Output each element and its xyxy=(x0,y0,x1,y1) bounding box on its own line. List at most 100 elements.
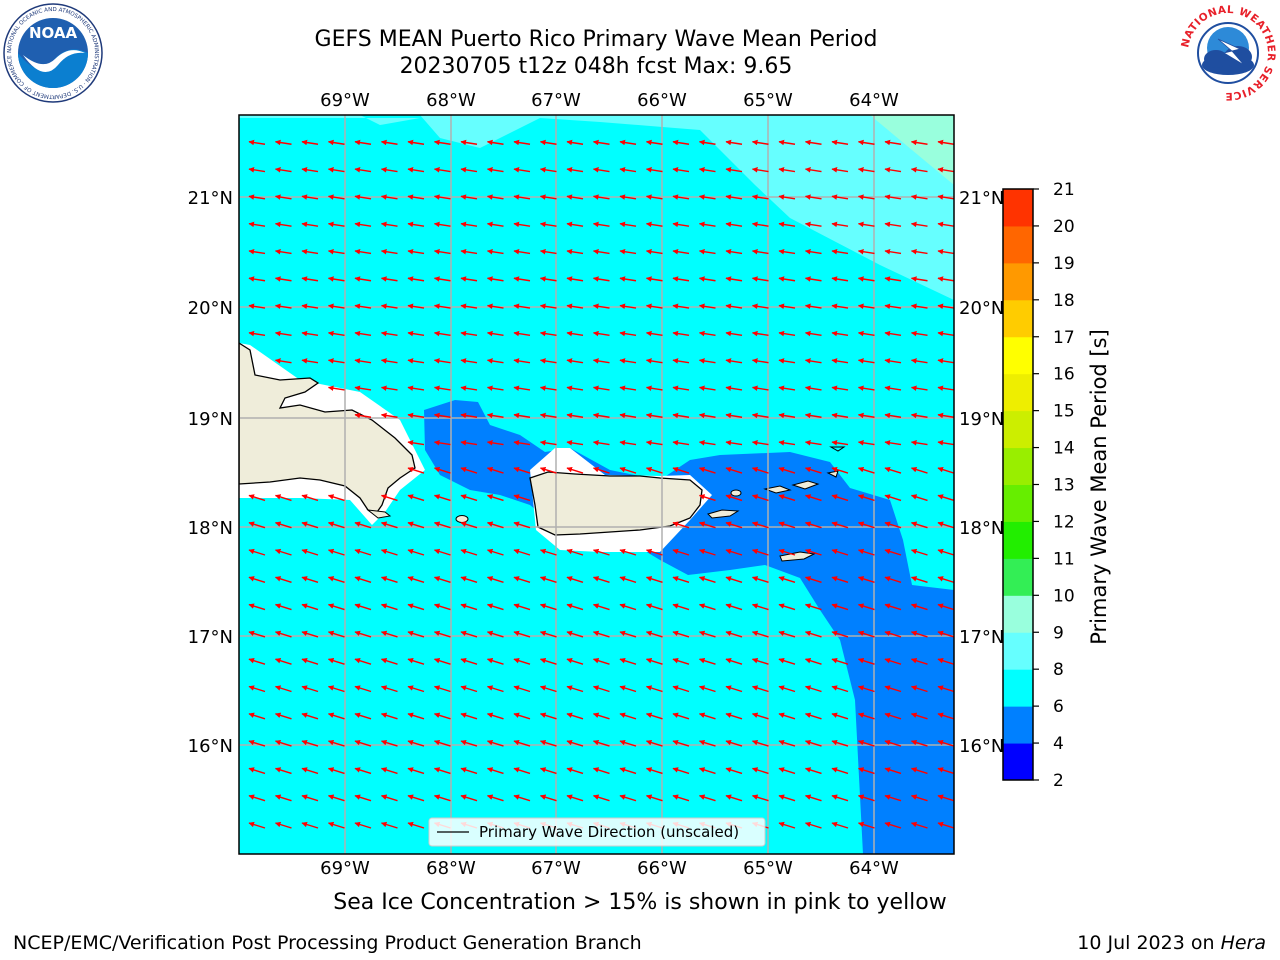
wave-arrow xyxy=(407,358,425,364)
wave-arrow xyxy=(566,712,584,720)
wave-arrow xyxy=(301,576,319,583)
wave-arrow xyxy=(274,358,292,364)
wave-arrow xyxy=(327,685,345,693)
wave-arrow xyxy=(539,712,557,720)
tortola-island xyxy=(791,480,820,490)
wave-arrow xyxy=(884,494,902,502)
mona-island xyxy=(455,515,469,523)
wave-arrow xyxy=(778,685,796,693)
wave-arrow xyxy=(831,767,849,775)
wave-arrow xyxy=(698,167,716,173)
wave-arrow xyxy=(354,603,372,611)
wave-arrow xyxy=(513,658,531,665)
wave-arrow xyxy=(486,658,504,665)
wave-arrow xyxy=(433,194,451,200)
wave-arrow xyxy=(645,712,663,720)
wave-arrow xyxy=(698,385,716,391)
wave-arrow xyxy=(778,385,796,391)
wave-arrow xyxy=(645,358,663,364)
wave-arrow xyxy=(301,767,319,775)
wave-arrow xyxy=(698,248,716,255)
wave-arrow xyxy=(513,576,531,583)
wave-arrow xyxy=(778,330,796,337)
wave-arrow xyxy=(301,794,319,802)
colorbar-segment xyxy=(1003,595,1033,633)
wave-arrow xyxy=(539,248,557,255)
wave-arrow xyxy=(672,330,690,337)
wave-arrow xyxy=(619,576,637,583)
wave-arrow xyxy=(751,466,769,474)
wave-arrow xyxy=(248,658,266,665)
colorbar-segment xyxy=(1003,262,1033,301)
wave-arrow xyxy=(274,767,292,775)
wave-arrow xyxy=(725,248,743,255)
wave-arrow xyxy=(937,194,954,200)
wave-arrow xyxy=(672,139,690,146)
wave-arrow xyxy=(301,248,319,255)
wave-arrow xyxy=(937,276,954,282)
wave-arrow xyxy=(619,303,637,310)
wave-arrow xyxy=(857,767,875,775)
colorbar-label: Primary Wave Mean Period [s] xyxy=(1087,329,1111,645)
wave-arrow xyxy=(301,221,319,228)
wave-arrow xyxy=(751,440,769,446)
wave-arrow xyxy=(513,440,531,446)
wave-arrow xyxy=(539,685,557,693)
wave-arrow xyxy=(778,739,796,747)
left-lat-labels: 21°N 20°N 19°N 18°N 17°N 16°N xyxy=(188,188,233,757)
wave-arrow xyxy=(248,248,266,255)
colorbar-segment xyxy=(1003,189,1033,227)
wave-arrow xyxy=(884,167,902,173)
wave-arrow xyxy=(327,630,345,638)
wave-arrow xyxy=(751,658,769,665)
wave-arrow xyxy=(857,739,875,747)
wave-arrow xyxy=(910,248,928,255)
wave-arrow xyxy=(751,576,769,583)
wave-arrow xyxy=(778,767,796,775)
wave-arrow xyxy=(407,794,425,802)
wave-arrow xyxy=(354,548,372,556)
wave-arrow xyxy=(301,494,319,502)
wave-arrow xyxy=(592,767,610,775)
wave-arrow xyxy=(248,576,266,583)
wave-arrow xyxy=(460,139,478,146)
wave-arrow xyxy=(592,739,610,747)
wave-arrow xyxy=(884,767,902,775)
wave-arrow xyxy=(486,576,504,583)
lat-label: 16°N xyxy=(959,736,1004,757)
wave-arrow xyxy=(857,330,875,337)
wave-arrow xyxy=(857,521,875,529)
wave-arrow xyxy=(698,521,716,529)
wave-arrow xyxy=(804,821,822,829)
wave-arrow xyxy=(831,358,849,364)
wave-arrow xyxy=(725,221,743,228)
wave-arrow xyxy=(645,221,663,228)
wave-arrow xyxy=(248,194,266,200)
wave-arrow xyxy=(248,494,266,502)
wave-arrow xyxy=(513,358,531,364)
wave-arrow xyxy=(592,712,610,720)
wave-arrow xyxy=(407,603,425,611)
wave-arrow xyxy=(460,685,478,693)
wave-arrow xyxy=(937,139,954,146)
wave-arrow xyxy=(248,739,266,747)
wave-arrow xyxy=(698,194,716,200)
wave-arrow xyxy=(354,358,372,364)
wave-arrow xyxy=(725,412,743,419)
wave-arrow xyxy=(778,630,796,638)
wave-arrow xyxy=(937,712,954,720)
colorbar-tick-label: 21 xyxy=(1053,180,1075,200)
wave-arrow xyxy=(592,221,610,228)
wave-arrow xyxy=(407,494,425,502)
wave-arrow xyxy=(327,521,345,529)
noaa-logo: NOAA NATIONAL OCEANIC AND ATMOSPHERIC AD… xyxy=(3,3,103,103)
wave-arrow xyxy=(380,139,398,146)
top-lon-labels: 69°W 68°W 67°W 66°W 65°W 64°W xyxy=(320,90,899,111)
lat-label: 18°N xyxy=(188,518,233,539)
wave-arrow xyxy=(937,385,954,391)
wave-arrow xyxy=(619,248,637,255)
wave-arrow xyxy=(804,712,822,720)
wave-arrow xyxy=(380,767,398,775)
wave-arrow xyxy=(407,167,425,173)
wave-arrow xyxy=(460,440,478,446)
